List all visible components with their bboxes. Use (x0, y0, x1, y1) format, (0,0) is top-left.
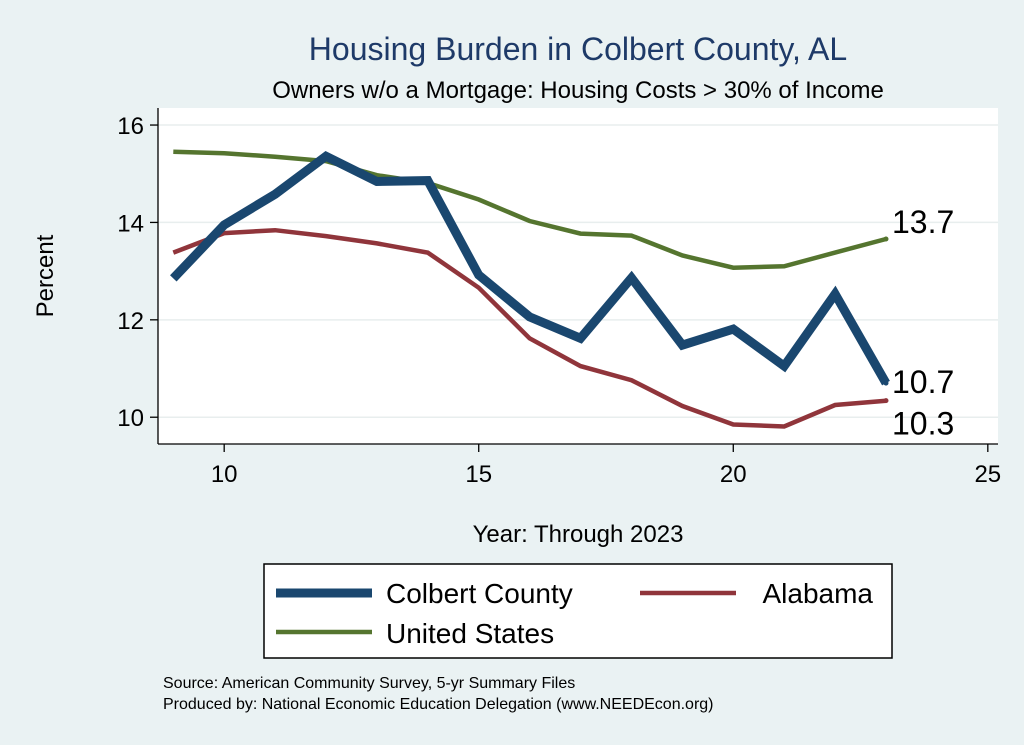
endpoint-marker-united-states (883, 236, 889, 242)
series-line-alabama (172, 227, 887, 429)
end-label-united-states: 13.7 (892, 204, 954, 240)
series-line-colbert-county (170, 150, 890, 386)
end-label-colbert-county: 10.7 (892, 364, 954, 400)
endpoint-marker-colbert-county (883, 380, 889, 386)
x-tick-label-10: 10 (211, 461, 238, 488)
x-tick-label-15: 15 (465, 461, 492, 488)
series-lines (170, 149, 890, 429)
axes: 10 12 14 16 10 15 20 25 (117, 108, 1001, 488)
legend-label-alabama: Alabama (762, 578, 873, 609)
x-tick-label-25: 25 (974, 461, 1001, 488)
x-tick-label-20: 20 (720, 461, 747, 488)
producer-note: Produced by: National Economic Education… (163, 696, 714, 713)
end-labels: 10.7 10.3 13.7 (892, 204, 954, 442)
series-line-united-states (173, 149, 887, 270)
gridlines (158, 124, 998, 418)
x-axis-title: Year: Through 2023 (473, 521, 684, 548)
y-tick-label-16: 16 (117, 113, 144, 140)
legend-label-united-states: United States (386, 618, 554, 649)
chart-title: Housing Burden in Colbert County, AL (309, 31, 847, 67)
source-note: Source: American Community Survey, 5-yr … (163, 675, 575, 692)
endpoint-marker-alabama (883, 398, 889, 404)
chart-subtitle: Owners w/o a Mortgage: Housing Costs > 3… (272, 77, 884, 104)
end-label-alabama: 10.3 (892, 406, 954, 442)
plot-area (158, 108, 998, 444)
legend: Colbert County Alabama United States (276, 578, 873, 649)
legend-label-colbert-county: Colbert County (386, 578, 573, 609)
y-tick-label-10: 10 (117, 405, 144, 432)
y-axis-title: Percent (32, 234, 59, 317)
legend-box (263, 563, 893, 659)
y-tick-label-14: 14 (117, 210, 144, 237)
y-tick-label-12: 12 (117, 308, 144, 335)
